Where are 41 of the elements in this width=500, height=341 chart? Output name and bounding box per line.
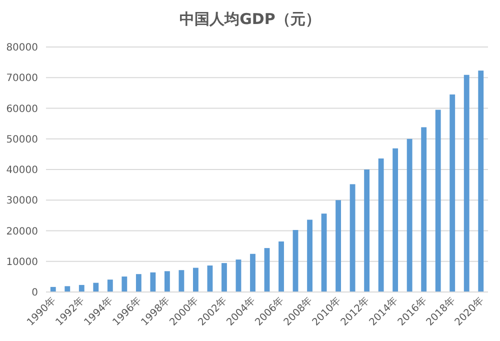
bar (421, 127, 427, 292)
y-tick-label: 70000 (6, 73, 38, 84)
bar (292, 230, 298, 292)
y-tick-label: 40000 (6, 165, 38, 176)
bar (364, 170, 370, 292)
bar (336, 200, 341, 292)
bar (278, 241, 284, 292)
bar (93, 282, 99, 292)
bar (122, 276, 128, 292)
bar (150, 272, 156, 292)
bar (136, 274, 142, 292)
bar (250, 254, 256, 292)
bar (178, 270, 184, 292)
bar (350, 184, 356, 292)
bar (450, 94, 456, 292)
y-tick-label: 30000 (6, 196, 38, 207)
bar (464, 74, 470, 292)
bar (406, 138, 412, 292)
y-tick-label: 80000 (6, 42, 38, 54)
bar (264, 248, 270, 292)
bar (222, 263, 227, 292)
y-tick-label: 0 (32, 288, 38, 298)
chart-title: 中国人均GDP（元） (180, 10, 320, 28)
bar (392, 148, 398, 292)
bar (193, 268, 198, 292)
bar (78, 284, 84, 292)
bar (107, 280, 113, 292)
bar (164, 271, 170, 292)
y-tick-label: 60000 (6, 104, 38, 115)
y-tick-label: 10000 (6, 256, 38, 268)
bar (64, 286, 70, 292)
bar (435, 110, 441, 292)
bar (50, 286, 56, 292)
y-tick-label: 20000 (6, 226, 38, 238)
y-tick-label: 50000 (6, 134, 38, 146)
bar (207, 266, 213, 292)
bar (321, 214, 327, 292)
bar (378, 158, 384, 292)
bar (478, 70, 484, 292)
bar (236, 260, 242, 292)
bar (307, 220, 312, 292)
